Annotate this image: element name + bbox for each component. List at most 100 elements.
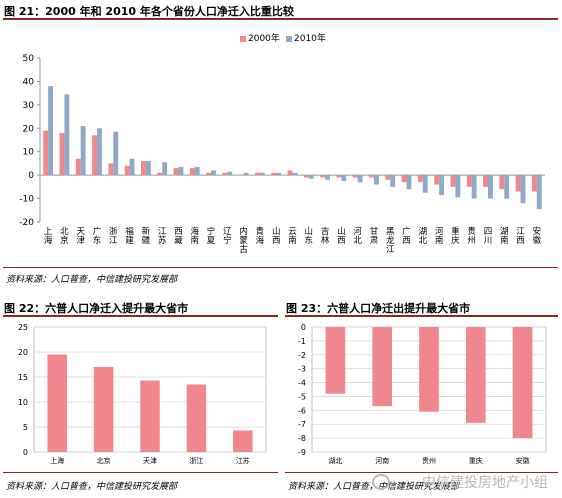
legend-label-2010: 2010年 — [294, 34, 326, 44]
wechat-icon — [372, 474, 390, 490]
y-tick-label-inflow: 25 — [18, 323, 28, 332]
y-tick-label-main: 50 — [23, 54, 35, 64]
x-tick-label-main: 山 — [272, 226, 281, 237]
bar-outflow — [325, 327, 346, 394]
x-tick-label-main: 夏 — [207, 236, 216, 246]
x-tick-label-main: 海 — [44, 235, 53, 246]
y-tick-label-outflow: -4 — [298, 379, 306, 388]
x-tick-label-inflow: 天津 — [143, 457, 157, 465]
x-tick-label-main: 徽 — [533, 235, 542, 246]
x-tick-label-main: 贵 — [467, 226, 476, 237]
bar-2010 — [48, 86, 54, 176]
bar-inflow — [140, 380, 160, 452]
legend-label-2000: 2000年 — [248, 34, 280, 44]
bar-2000 — [336, 175, 342, 178]
bar-2010 — [439, 175, 444, 196]
x-tick-label-main: 疆 — [142, 236, 151, 246]
x-tick-label-main: 藏 — [174, 235, 183, 246]
x-tick-label-main: 湖 — [419, 227, 428, 237]
x-tick-label-main: 西 — [272, 236, 281, 246]
x-tick-label-main: 苏 — [158, 235, 167, 246]
bar-outflow — [372, 327, 393, 407]
x-tick-label-main: 庆 — [451, 235, 460, 246]
bar-2000 — [450, 175, 456, 187]
bar-2010 — [520, 175, 526, 204]
bar-2010 — [390, 175, 396, 187]
x-tick-label-main: 蒙 — [239, 235, 248, 246]
x-tick-label-main: 浙 — [109, 226, 118, 237]
y-tick-label-main: 40 — [23, 77, 35, 87]
chart-title-main: 图 21：2000 年和 2010 年各个省份人口净迁入比重比较 — [4, 5, 294, 18]
x-tick-label-main: 江 — [386, 245, 395, 255]
bar-inflow — [186, 384, 207, 452]
legend-swatch-2000 — [240, 36, 246, 42]
bar-2000 — [531, 175, 537, 192]
watermark: 中信建投房地产小组 — [422, 475, 548, 491]
y-tick-label-main: 30 — [23, 101, 35, 111]
x-tick-label-main: 广 — [402, 226, 411, 237]
y-tick-label-inflow: 15 — [18, 373, 28, 382]
bar-2010 — [292, 172, 298, 176]
bar-2000 — [466, 175, 472, 187]
bar-2000 — [189, 168, 195, 176]
bar-2010 — [504, 175, 510, 199]
bar-2000 — [320, 175, 326, 178]
title-rule-main — [3, 18, 558, 20]
x-tick-label-main: 江 — [158, 227, 167, 237]
x-tick-label-main: 新 — [142, 226, 151, 237]
x-tick-label-main: 江 — [516, 227, 525, 237]
title-rule-inflow — [3, 315, 278, 317]
y-tick-label-main: 10 — [23, 148, 35, 158]
bar-2010 — [80, 125, 86, 176]
bar-2010 — [211, 170, 216, 176]
x-tick-label-main: 山 — [337, 226, 346, 237]
bar-2010 — [471, 175, 477, 199]
x-tick-label-main: 南 — [435, 235, 444, 246]
bar-2000 — [401, 175, 407, 183]
y-tick-label-inflow: 5 — [23, 423, 28, 432]
bar-2010 — [406, 175, 412, 190]
x-tick-label-outflow: 湖北 — [328, 456, 342, 465]
bar-2010 — [194, 166, 200, 176]
x-tick-label-main: 北 — [419, 236, 428, 246]
bar-2000 — [206, 172, 212, 176]
bar-2010 — [422, 175, 428, 193]
source-rule-bottom-left — [3, 472, 278, 473]
bar-2000 — [483, 175, 488, 187]
x-tick-label-main: 云 — [288, 227, 297, 237]
y-tick-label-outflow: -2 — [298, 351, 306, 360]
bar-2010 — [145, 161, 151, 176]
bar-2000 — [43, 130, 49, 176]
bar-2000 — [75, 158, 81, 176]
bar-2000 — [303, 175, 309, 178]
bar-2000 — [124, 165, 130, 176]
bar-2010 — [243, 172, 249, 176]
source-rule-bottom-right — [285, 472, 558, 473]
bar-2000 — [157, 172, 163, 176]
bar-2000 — [222, 172, 228, 176]
bar-2000 — [108, 163, 114, 176]
bar-2010 — [227, 171, 233, 176]
x-tick-label-main: 南 — [500, 235, 509, 246]
bar-2000 — [173, 168, 179, 176]
bar-2010 — [536, 175, 542, 210]
bar-2010 — [162, 162, 168, 176]
y-tick-label-main: 0 — [28, 171, 34, 181]
x-tick-label-main: 西 — [174, 227, 183, 237]
x-tick-label-main: 福 — [125, 226, 134, 237]
y-tick-label-main: -10 — [19, 195, 34, 205]
bar-2010 — [259, 172, 265, 176]
y-tick-label-outflow: -6 — [298, 406, 306, 415]
bar-2000 — [434, 175, 440, 185]
bar-outflow — [512, 327, 533, 439]
bar-inflow — [47, 354, 67, 452]
bar-outflow — [419, 327, 439, 412]
x-tick-label-main: 西 — [516, 236, 525, 246]
bar-2000 — [499, 175, 505, 190]
x-tick-label-main: 吉 — [321, 227, 330, 237]
x-tick-label-main: 南 — [288, 235, 297, 246]
x-tick-label-main: 肃 — [370, 235, 379, 246]
bar-2010 — [455, 175, 461, 198]
bar-2010 — [64, 94, 70, 176]
